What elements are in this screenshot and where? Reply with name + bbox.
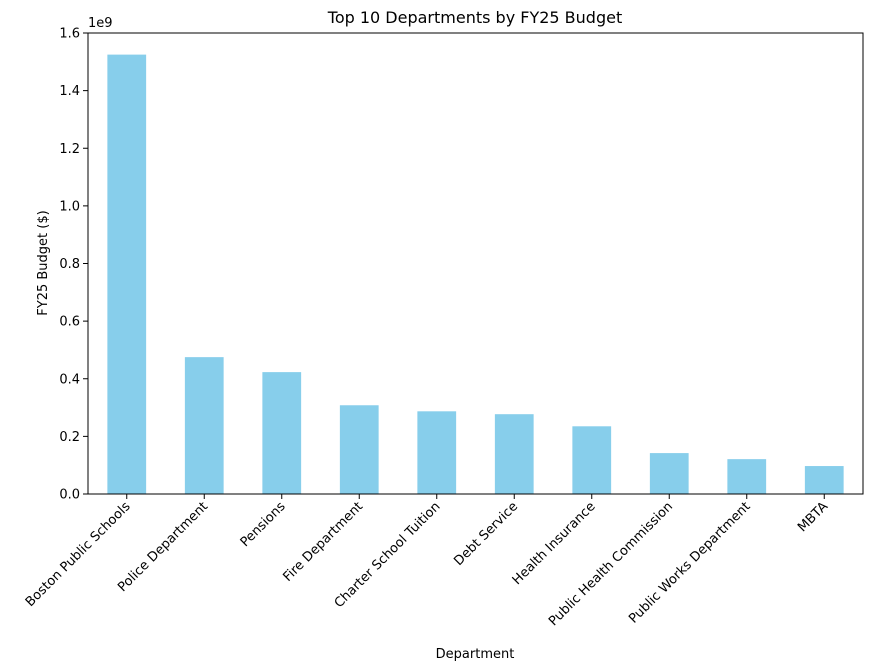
bar-9 bbox=[804, 466, 844, 494]
y-tick-label-8: 1.6 bbox=[59, 27, 80, 42]
plot-frame bbox=[87, 32, 864, 495]
y-axis: 0.0 0.2 0.4 0.6 0.8 1.0 1.2 1.4 1.6 bbox=[59, 27, 88, 503]
bar-6 bbox=[572, 426, 612, 494]
x-tick-label-9: MBTA bbox=[795, 499, 831, 535]
y-axis-label: FY25 Budget ($) bbox=[36, 210, 51, 315]
x-tick-label-6: Health Insurance bbox=[510, 499, 599, 588]
bar-0 bbox=[107, 54, 147, 495]
bar-8 bbox=[727, 459, 767, 494]
x-tick-label-0: Boston Public Schools bbox=[23, 499, 134, 610]
y-tick-label-0: 0.0 bbox=[59, 488, 80, 503]
bars-group bbox=[107, 54, 844, 495]
y-tick-label-6: 1.2 bbox=[59, 142, 80, 157]
y-tick-label-4: 0.8 bbox=[59, 257, 80, 272]
chart-title: Top 10 Departments by FY25 Budget bbox=[327, 8, 622, 27]
x-tick-label-5: Debt Service bbox=[451, 499, 521, 569]
bar-4 bbox=[417, 411, 457, 494]
x-tick-label-3: Fire Department bbox=[281, 499, 367, 585]
bar-2 bbox=[262, 372, 302, 494]
bar-7 bbox=[649, 453, 689, 494]
x-axis-label: Department bbox=[436, 647, 515, 662]
y-tick-label-7: 1.4 bbox=[59, 84, 80, 99]
y-offset-label: 1e9 bbox=[88, 16, 113, 31]
y-tick-label-5: 1.0 bbox=[59, 199, 80, 214]
bar-1 bbox=[184, 357, 224, 494]
y-tick-label-3: 0.6 bbox=[59, 315, 80, 330]
y-tick-label-2: 0.4 bbox=[59, 372, 80, 387]
x-tick-label-7: Public Health Commission bbox=[546, 499, 676, 629]
x-tick-label-2: Pensions bbox=[238, 499, 289, 550]
y-tick-label-1: 0.2 bbox=[59, 430, 80, 445]
bar-3 bbox=[339, 405, 379, 494]
bar-5 bbox=[494, 414, 534, 494]
